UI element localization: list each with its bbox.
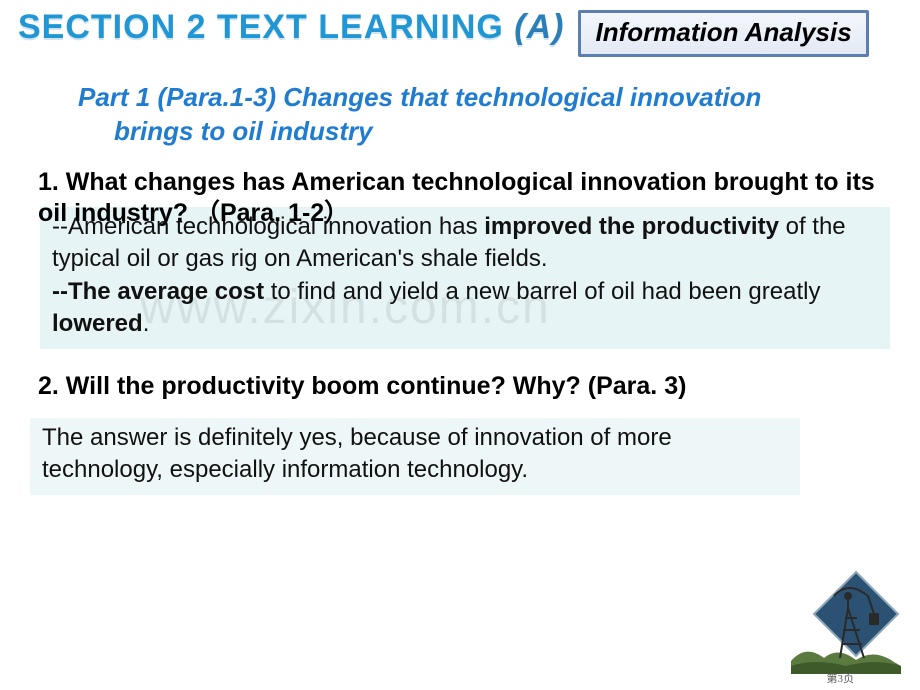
header-row: SECTION 2 TEXT LEARNING (A) Information … <box>0 0 920 57</box>
answer-1-bold1: improved the productivity <box>484 213 779 240</box>
info-analysis-box: Information Analysis <box>578 10 868 57</box>
answer-1-bold2: lowered <box>52 310 143 337</box>
question-2-text: 2. Will the productivity boom continue? … <box>38 371 880 402</box>
section-title-main: SECTION 2 TEXT LEARNING <box>18 8 504 46</box>
answer-1-pre1: --American technological innovation has <box>52 213 484 240</box>
part-title: Part 1 (Para.1-3) Changes that technolog… <box>0 57 920 149</box>
section-title-suffix: (A) <box>504 8 565 46</box>
part-title-line2: brings to oil industry <box>78 115 860 149</box>
part-title-line1: Part 1 (Para.1-3) Changes that technolog… <box>78 82 761 112</box>
page-number: 第3页 <box>827 670 855 686</box>
answer-2-box: The answer is definitely yes, because of… <box>30 418 800 495</box>
answer-1-mid2: to find and yield a new barrel of oil ha… <box>264 278 820 305</box>
section-title: SECTION 2 TEXT LEARNING (A) <box>18 8 564 47</box>
answer-2-text: The answer is definitely yes, because of… <box>42 424 672 483</box>
answer-1-post2: . <box>143 310 150 337</box>
answer-1-pre2: --The average cost <box>52 278 264 305</box>
question-2-block: 2. Will the productivity boom continue? … <box>0 349 920 402</box>
answer-1-box: --American technological innovation has … <box>40 207 890 349</box>
oil-rig-icon <box>786 566 906 676</box>
